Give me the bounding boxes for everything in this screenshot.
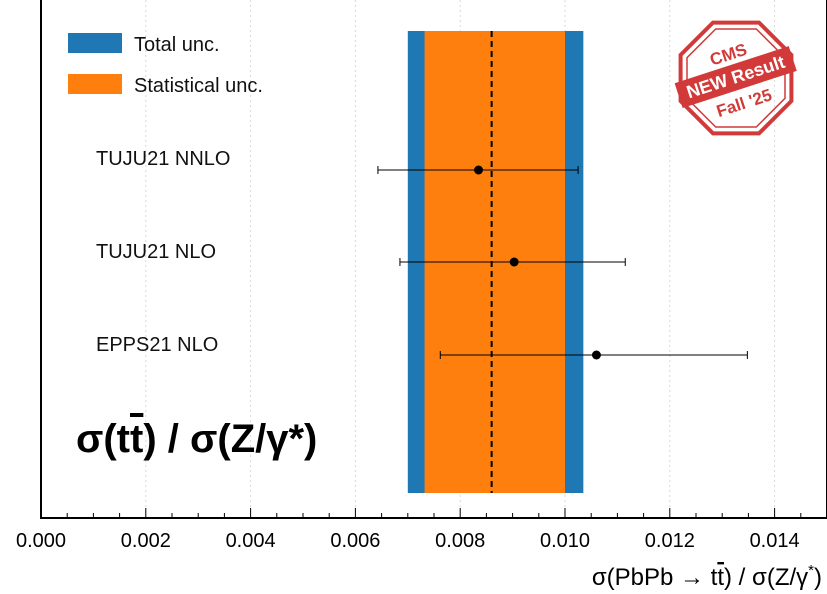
prediction-point-2 bbox=[591, 350, 601, 360]
legend-label-stat: Statistical unc. bbox=[134, 75, 263, 97]
prediction-label-1: TUJU21 NLO bbox=[96, 241, 216, 263]
x-axis-title-star: * bbox=[808, 562, 814, 579]
x-axis-title-rest: ) / σ(Z/γ bbox=[724, 564, 808, 591]
ratio-annotation-tbar: t bbox=[130, 417, 143, 461]
x-tick-label-4: 0.008 bbox=[435, 530, 485, 552]
x-tick-label-3: 0.006 bbox=[330, 530, 380, 552]
legend-swatch-stat bbox=[68, 74, 122, 94]
ratio-annotation: σ(tt) / σ(Z/γ*) bbox=[76, 417, 317, 461]
x-tick-label-2: 0.004 bbox=[226, 530, 276, 552]
x-axis-title-tbar: t bbox=[717, 564, 724, 591]
x-tick-label-1: 0.002 bbox=[121, 530, 171, 552]
cms-new-result-stamp: CMS NEW Result Fall '25 bbox=[674, 20, 797, 136]
stamp-band bbox=[674, 46, 797, 108]
prediction-label-0: TUJU21 NNLO bbox=[96, 148, 230, 170]
x-tick-label-6: 0.012 bbox=[645, 530, 695, 552]
legend-swatch-total bbox=[68, 33, 122, 53]
legend-label-total: Total unc. bbox=[134, 34, 220, 56]
predictions: TUJU21 NNLO TUJU21 NLO EPPS21 NLO bbox=[96, 148, 748, 360]
prediction-label-2: EPPS21 NLO bbox=[96, 334, 218, 356]
x-axis-title-main: σ(PbPb → t bbox=[592, 564, 718, 591]
legend: Total unc. Statistical unc. bbox=[68, 33, 263, 97]
x-axis: 0.000 0.002 0.004 0.006 0.008 0.010 0.012 0.014 bbox=[16, 508, 827, 552]
x-tick-label-0: 0.000 bbox=[16, 530, 66, 552]
x-tick-label-7: 0.014 bbox=[750, 530, 800, 552]
prediction-point-1 bbox=[509, 257, 519, 267]
ratio-annotation-prefix: σ(t bbox=[76, 417, 130, 461]
x-axis-title: σ(PbPb → tt) / σ(Z/γ*) bbox=[592, 562, 822, 591]
x-tick-label-5: 0.010 bbox=[540, 530, 590, 552]
stamp-octagon-outer bbox=[678, 20, 794, 136]
prediction-point-0 bbox=[474, 165, 484, 175]
ratio-annotation-suffix: ) / σ(Z/γ*) bbox=[143, 417, 317, 461]
stamp-octagon-inner bbox=[686, 28, 786, 128]
x-axis-title-close: ) bbox=[814, 564, 822, 591]
